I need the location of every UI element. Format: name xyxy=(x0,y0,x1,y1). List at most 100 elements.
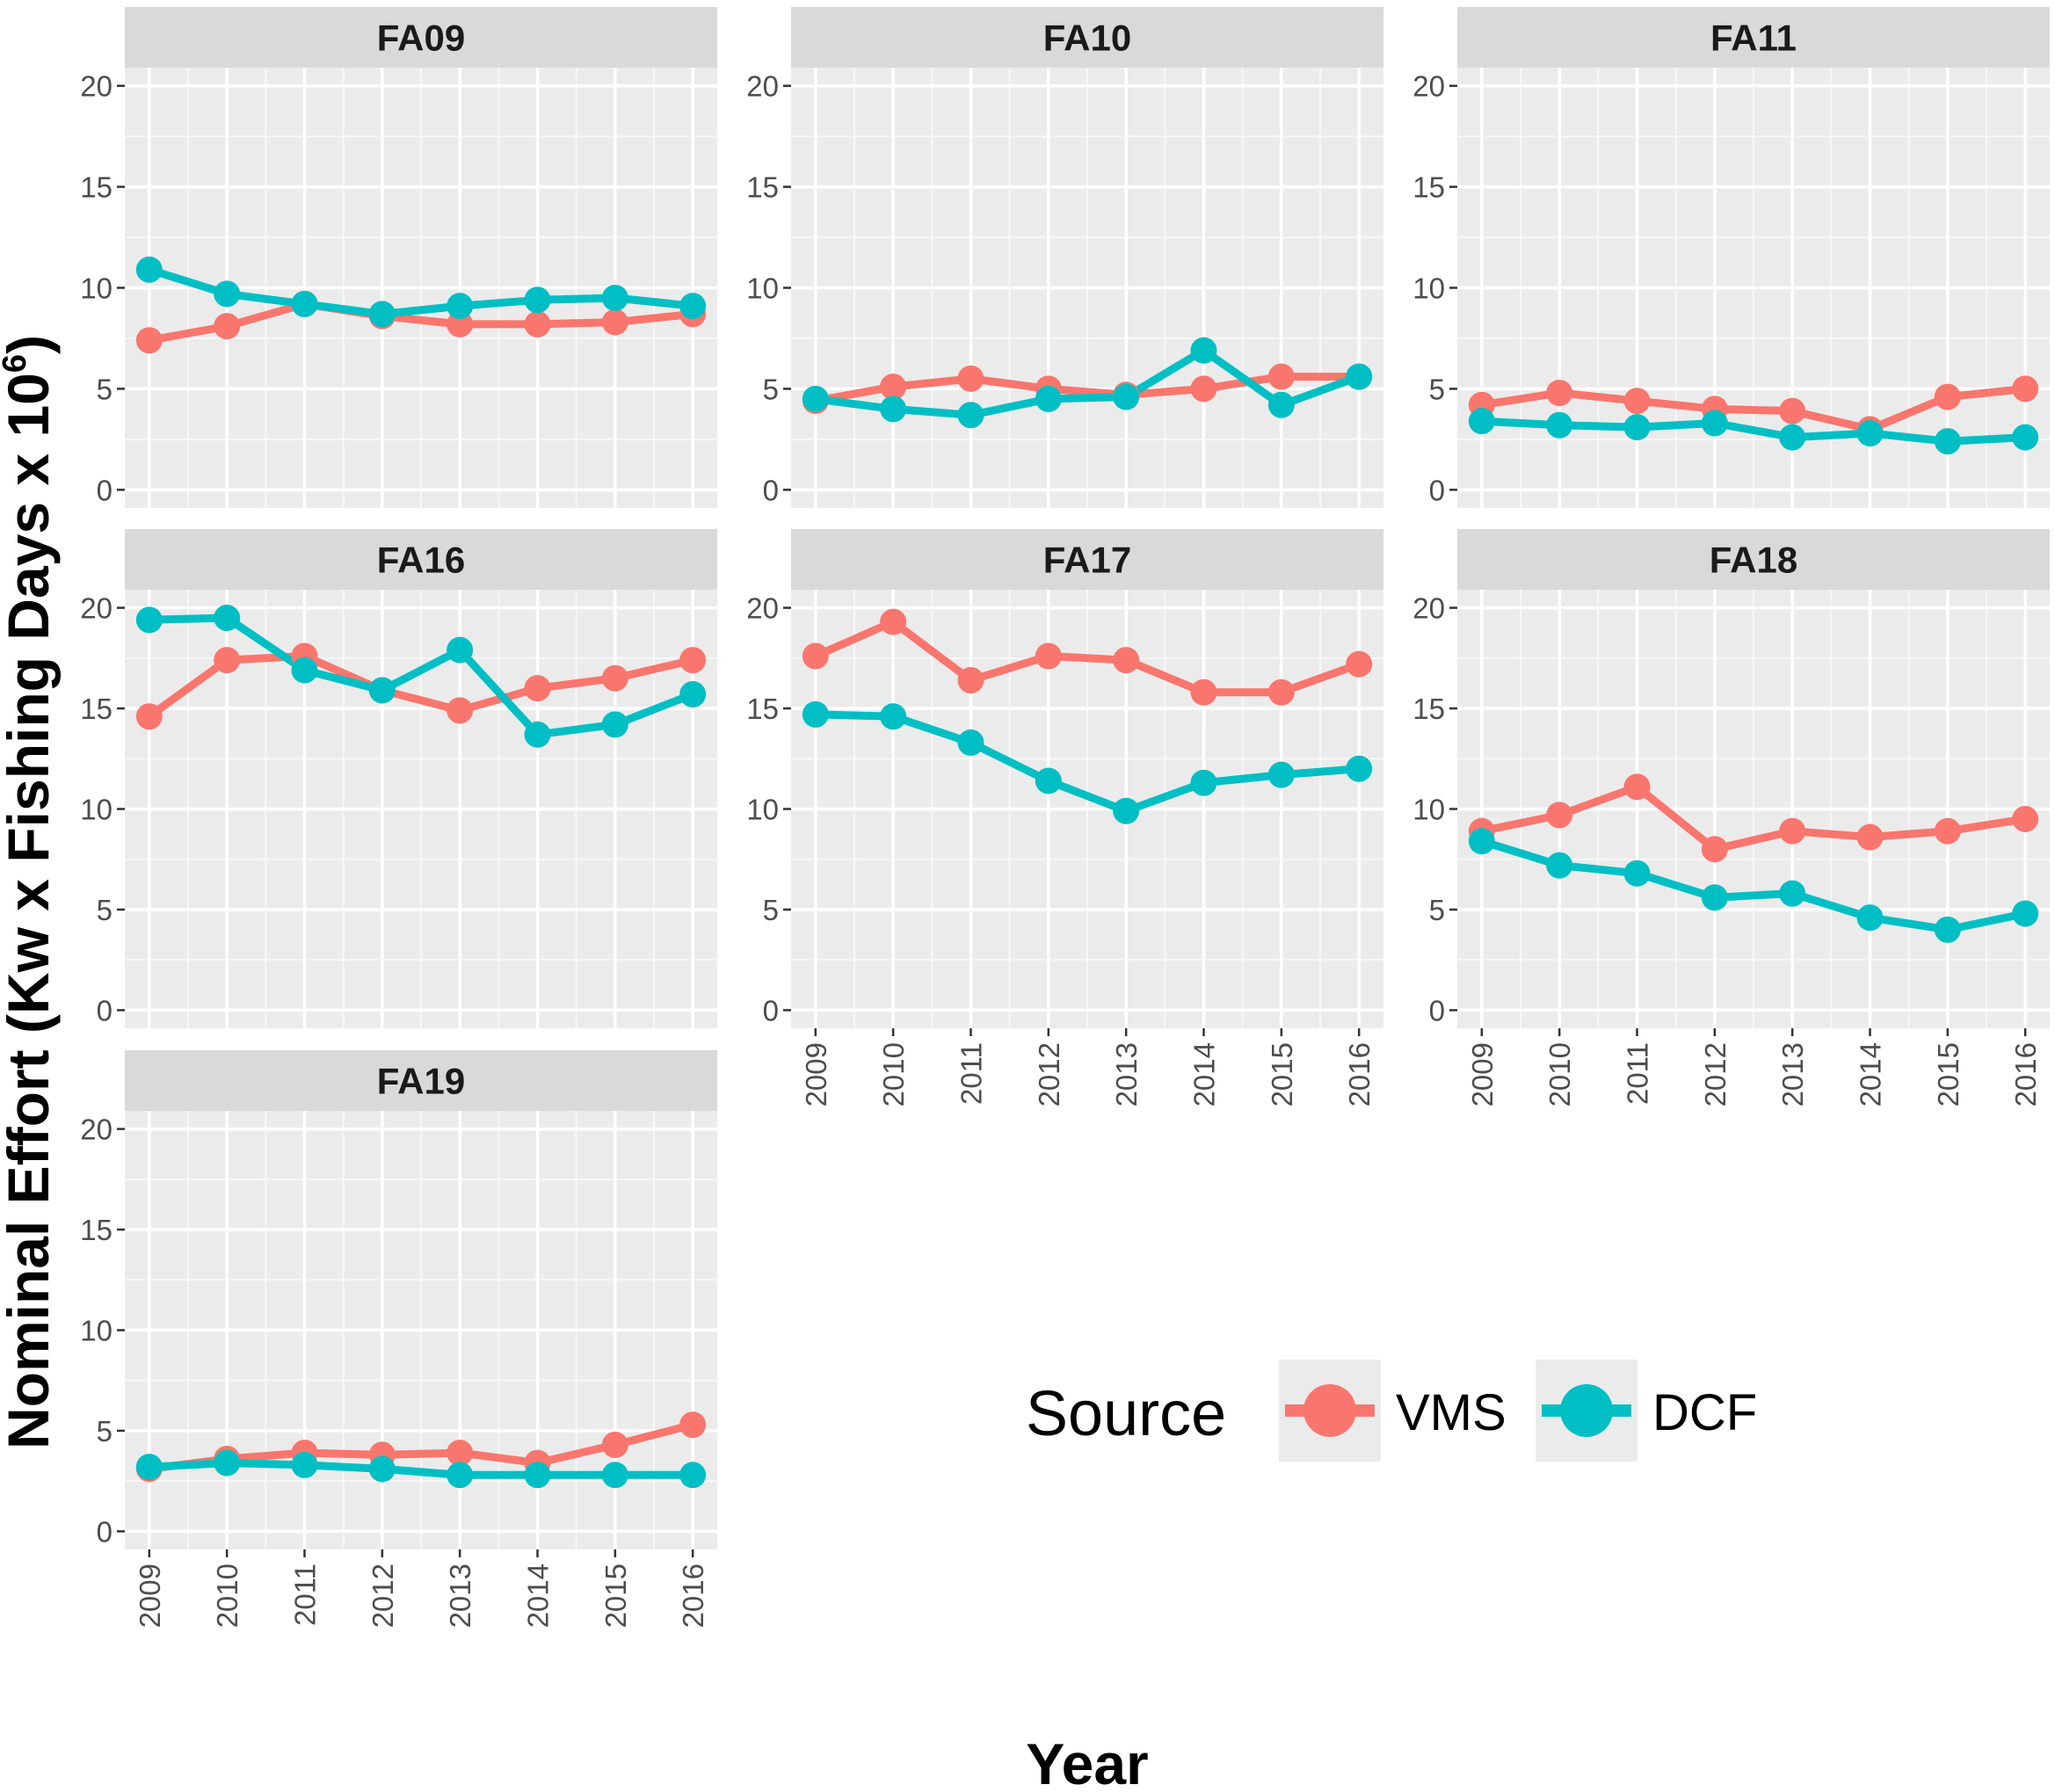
legend: Source VMS DCF xyxy=(1026,1360,1757,1462)
data-point-dcf-fa19-2015 xyxy=(601,1462,628,1489)
data-point-dcf-fa17-2012 xyxy=(1035,767,1062,794)
strip-label-fa17: FA17 xyxy=(1043,540,1131,581)
y-tick-label: 10 xyxy=(746,272,779,305)
y-tick-label: 10 xyxy=(1412,794,1445,826)
data-point-vms-fa18-2010 xyxy=(1546,802,1573,829)
data-point-dcf-fa17-2010 xyxy=(880,703,907,730)
data-point-vms-fa17-2011 xyxy=(957,667,984,694)
legend-label-vms: VMS xyxy=(1396,1384,1507,1441)
panel-fa18: FA18 0 5 10 15 20 2009 2010 2011 2012 2013 2014 2015… xyxy=(1412,529,2050,1106)
legend-marker-vms xyxy=(1303,1384,1356,1437)
data-point-dcf-fa19-2014 xyxy=(524,1462,551,1489)
data-point-vms-fa09-2009 xyxy=(135,327,163,354)
data-point-dcf-fa19-2010 xyxy=(214,1449,241,1476)
y-tick-label: 10 xyxy=(80,272,113,305)
data-point-dcf-fa16-2011 xyxy=(291,657,318,684)
legend-label-dcf: DCF xyxy=(1652,1384,1757,1441)
data-point-dcf-fa19-2009 xyxy=(135,1454,163,1481)
data-point-vms-fa09-2014 xyxy=(524,310,551,337)
data-point-vms-fa09-2013 xyxy=(447,310,474,337)
strip-label-fa18: FA18 xyxy=(1710,540,1797,581)
y-tick-label: 0 xyxy=(97,1515,113,1548)
data-point-dcf-fa18-2015 xyxy=(1934,916,1961,943)
y-axis-title-suffix: ) xyxy=(0,335,61,354)
x-tick-label: 2013 xyxy=(1110,1042,1143,1106)
y-tick-label: 20 xyxy=(1412,592,1445,625)
data-point-dcf-fa17-2015 xyxy=(1267,761,1295,788)
x-tick-label: 2011 xyxy=(1621,1042,1653,1105)
data-point-dcf-fa11-2009 xyxy=(1468,408,1495,435)
data-point-vms-fa17-2012 xyxy=(1035,642,1062,670)
data-point-vms-fa17-2010 xyxy=(880,608,907,635)
x-tick-label: 2012 xyxy=(1699,1042,1732,1106)
strip-fa18 xyxy=(1457,529,2050,590)
data-point-vms-fa16-2014 xyxy=(524,675,551,702)
data-point-dcf-fa18-2012 xyxy=(1701,884,1728,911)
strip-fa19 xyxy=(125,1050,717,1111)
x-tick-label: 2014 xyxy=(522,1563,555,1628)
y-tick-label: 0 xyxy=(97,994,113,1027)
y-tick-label: 0 xyxy=(763,474,779,506)
x-tick-label: 2015 xyxy=(1932,1042,1964,1106)
data-point-vms-fa17-2016 xyxy=(1346,650,1373,678)
data-point-dcf-fa09-2013 xyxy=(447,293,474,320)
x-tick-label: 2013 xyxy=(444,1563,476,1628)
data-point-dcf-fa11-2016 xyxy=(2012,424,2039,451)
data-point-dcf-fa16-2014 xyxy=(524,721,551,748)
legend-marker-dcf xyxy=(1560,1384,1613,1437)
y-tick-label: 15 xyxy=(80,171,113,204)
data-point-dcf-fa11-2014 xyxy=(1856,419,1884,446)
data-point-dcf-fa18-2014 xyxy=(1856,904,1884,932)
y-tick-label: 10 xyxy=(80,794,113,826)
y-tick-label: 20 xyxy=(746,592,779,625)
data-point-vms-fa18-2016 xyxy=(2012,805,2039,832)
panel-fa11: FA11 0 5 10 15 20 xyxy=(1412,7,2050,508)
x-tick-label: 2009 xyxy=(1466,1042,1499,1106)
data-point-dcf-fa17-2009 xyxy=(802,700,829,728)
data-point-vms-fa09-2010 xyxy=(214,313,241,340)
data-point-vms-fa18-2013 xyxy=(1779,817,1806,845)
data-point-vms-fa18-2015 xyxy=(1934,817,1961,845)
y-tick-label: 15 xyxy=(746,171,779,204)
panel-fa10: FA10 0 5 10 15 20 xyxy=(746,7,1383,508)
data-point-dcf-fa10-2013 xyxy=(1113,383,1140,410)
data-point-dcf-fa16-2016 xyxy=(679,681,707,708)
y-tick-label: 15 xyxy=(1412,171,1445,204)
x-tick-label: 2012 xyxy=(367,1563,399,1628)
data-point-vms-fa17-2009 xyxy=(802,642,829,670)
data-point-dcf-fa19-2013 xyxy=(447,1462,474,1489)
data-point-dcf-fa18-2013 xyxy=(1779,880,1806,907)
data-point-vms-fa19-2015 xyxy=(601,1431,628,1458)
strip-fa17 xyxy=(791,529,1383,590)
data-point-vms-fa11-2013 xyxy=(1779,397,1806,424)
data-point-dcf-fa09-2009 xyxy=(135,256,163,283)
x-tick-label: 2016 xyxy=(1343,1042,1376,1106)
data-point-vms-fa17-2013 xyxy=(1113,647,1140,674)
data-point-vms-fa16-2009 xyxy=(135,703,163,730)
data-point-dcf-fa11-2012 xyxy=(1701,410,1728,437)
x-tick-label: 2011 xyxy=(955,1042,987,1105)
x-tick-label: 2014 xyxy=(1188,1042,1221,1106)
data-point-dcf-fa11-2011 xyxy=(1623,414,1651,441)
data-point-vms-fa18-2014 xyxy=(1856,823,1884,851)
data-point-vms-fa17-2015 xyxy=(1267,678,1295,706)
y-tick-label: 15 xyxy=(80,693,113,725)
data-point-vms-fa10-2015 xyxy=(1267,363,1295,390)
data-point-dcf-fa11-2010 xyxy=(1546,411,1573,439)
panel-fa19: FA19 0 5 10 15 20 2009 2010 2011 2012 2013 2014 2015… xyxy=(80,1050,717,1628)
y-tick-label: 5 xyxy=(97,894,113,926)
y-tick-label: 15 xyxy=(80,1214,113,1246)
x-tick-label: 2010 xyxy=(877,1042,910,1106)
panel-fa09: FA09 0 5 10 15 20 xyxy=(80,7,717,508)
data-point-vms-fa16-2010 xyxy=(214,647,241,674)
data-point-vms-fa16-2013 xyxy=(447,697,474,724)
data-point-dcf-fa10-2015 xyxy=(1267,391,1295,418)
strip-fa11 xyxy=(1457,7,2050,68)
data-point-dcf-fa17-2011 xyxy=(957,729,984,756)
y-tick-label: 20 xyxy=(80,70,113,103)
x-tick-label: 2010 xyxy=(211,1563,243,1628)
data-point-dcf-fa10-2010 xyxy=(880,395,907,423)
x-tick-label: 2015 xyxy=(599,1563,632,1628)
y-tick-label: 20 xyxy=(746,70,779,103)
data-point-vms-fa18-2012 xyxy=(1701,836,1728,863)
